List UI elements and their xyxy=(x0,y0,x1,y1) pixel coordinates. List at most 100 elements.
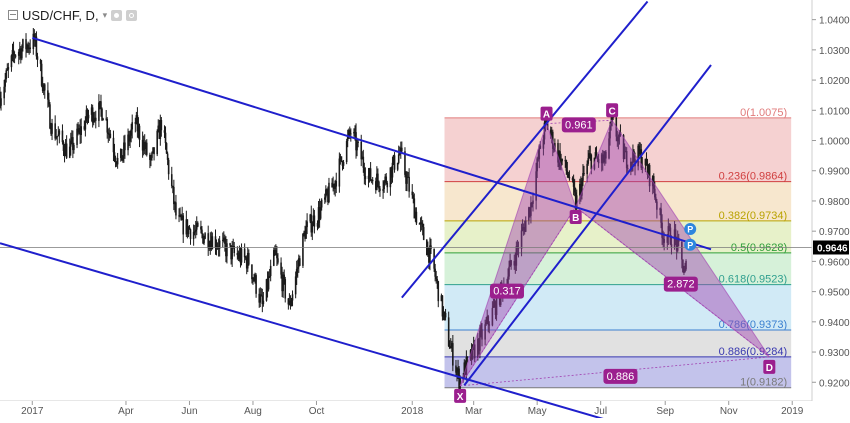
fib-retracement-layer[interactable]: 0(1.0075) 0.236(0.9864) 0.382(0.9734) 0.5(0… xyxy=(444,107,792,389)
candle-body xyxy=(41,85,44,91)
trendline-channel-lower[interactable] xyxy=(0,242,633,423)
trendline-rising-channel-upper[interactable] xyxy=(401,0,649,299)
candle-body xyxy=(638,145,640,155)
candle-body xyxy=(637,145,639,167)
candle-body xyxy=(530,202,532,216)
candle-body xyxy=(10,55,13,68)
ratio-label: 0.961 xyxy=(565,119,593,131)
candle-body xyxy=(538,145,541,160)
candle-body xyxy=(429,245,431,263)
candle-body xyxy=(238,252,241,259)
candle-body xyxy=(434,268,436,277)
candle-body xyxy=(173,186,175,205)
ratio-label: 2.872 xyxy=(667,279,695,291)
candle-body xyxy=(364,175,367,180)
y-tick-label: 1.0200 xyxy=(819,76,850,87)
candle-body xyxy=(617,137,620,142)
pattern-point-B-badge xyxy=(569,209,582,224)
candle-body xyxy=(515,246,518,266)
candle-body xyxy=(282,274,284,292)
candle-body xyxy=(5,70,8,80)
candle-body xyxy=(484,324,486,340)
candle-body xyxy=(246,252,249,269)
candle-body xyxy=(412,195,415,199)
candle-body xyxy=(590,154,593,170)
candle-body xyxy=(245,258,248,269)
candle-body xyxy=(77,128,79,133)
candle-body xyxy=(408,176,410,192)
candle-body xyxy=(611,114,613,122)
candle-body xyxy=(56,136,59,138)
candle-body xyxy=(355,132,357,151)
candle-body xyxy=(557,143,559,163)
candle-body xyxy=(459,376,461,389)
chevron-down-icon[interactable]: ▾ xyxy=(102,9,108,20)
candle-body xyxy=(536,158,538,172)
pivot-marker[interactable] xyxy=(684,223,697,236)
trendline-channel-upper[interactable] xyxy=(31,36,712,251)
candle-body xyxy=(20,48,22,59)
ratio-label: 0.886 xyxy=(607,371,635,383)
candle-body xyxy=(275,250,277,255)
candle-body xyxy=(167,159,170,175)
candle-body xyxy=(361,156,364,160)
candle-body xyxy=(302,234,304,266)
candle-body xyxy=(681,241,683,260)
candle-body xyxy=(151,152,153,158)
candle-body xyxy=(356,142,358,151)
trendline-rising-channel-lower[interactable] xyxy=(463,64,712,386)
candle-body xyxy=(623,151,626,160)
price-scale[interactable]: 1.0400 1.0300 1.0200 1.0100 1.0000 0.9900 0.98… xyxy=(811,0,850,418)
candle-body xyxy=(421,223,424,228)
collapse-icon[interactable] xyxy=(8,10,18,20)
candle-body xyxy=(29,47,31,49)
settings-icon[interactable] xyxy=(126,9,138,21)
candle-body xyxy=(72,137,74,151)
candle-body xyxy=(342,161,345,166)
y-tick-label: 1.0000 xyxy=(819,137,850,148)
candle-body xyxy=(7,67,10,70)
candle-body xyxy=(582,173,584,181)
candle-body xyxy=(305,227,307,239)
candle-body xyxy=(62,142,65,151)
pattern-point-C: C xyxy=(609,106,616,117)
candle-body xyxy=(163,130,166,133)
candle-body xyxy=(276,254,278,259)
trendline-layer[interactable] xyxy=(0,0,812,423)
pivot-marker[interactable] xyxy=(684,238,697,251)
fib-level-label: 1(0.9182) xyxy=(740,377,787,389)
visibility-icon[interactable] xyxy=(111,9,123,21)
candle-body xyxy=(252,277,254,280)
y-tick-label: 0.9800 xyxy=(819,197,850,208)
candle-body xyxy=(54,123,56,139)
candle-body xyxy=(255,275,257,294)
candle-body xyxy=(618,132,621,138)
candle-body xyxy=(458,368,460,389)
candle-body xyxy=(94,117,97,121)
candle-body xyxy=(405,174,407,184)
candle-body xyxy=(535,171,537,201)
candle-body xyxy=(28,47,30,50)
candle-body xyxy=(253,277,255,281)
candle-body xyxy=(93,117,96,119)
candle-body xyxy=(90,107,93,115)
candle-body xyxy=(55,137,58,139)
candle-body xyxy=(639,149,642,155)
candle-body xyxy=(375,181,377,190)
symbol-label[interactable]: USD/CHF, D, xyxy=(22,7,99,23)
candle-body xyxy=(571,178,574,181)
candle-body xyxy=(115,161,118,165)
candle-body xyxy=(684,269,686,273)
candle-body xyxy=(594,152,597,158)
candle-body xyxy=(107,132,110,134)
candle-body xyxy=(113,152,116,158)
candle-body xyxy=(602,158,605,163)
candle-body xyxy=(415,211,418,224)
candle-body xyxy=(179,215,181,217)
current-price-badge xyxy=(813,240,849,255)
candle-body xyxy=(294,276,297,295)
ratio-badge xyxy=(489,283,524,299)
candle-body xyxy=(214,236,217,248)
